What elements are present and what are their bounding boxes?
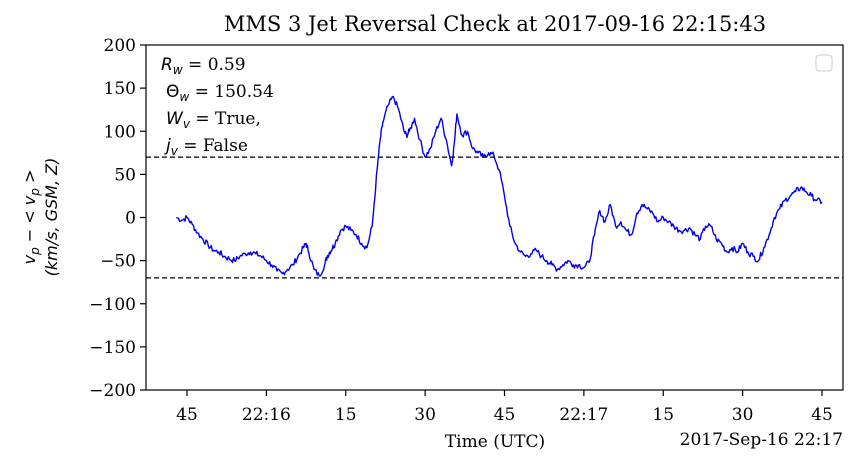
x-tick-label: 22:16 xyxy=(242,405,291,425)
x-tick-label: 30 xyxy=(732,405,754,425)
y-tick-label: −100 xyxy=(89,295,136,315)
chart-title: MMS 3 Jet Reversal Check at 2017-09-16 2… xyxy=(224,12,766,36)
x-tick-label: 15 xyxy=(652,405,674,425)
x-tick-label: 45 xyxy=(811,405,833,425)
x-axis-ticks: 45 22:16 15 30 45 22:17 15 30 45 xyxy=(176,390,833,425)
y-tick-label: −150 xyxy=(89,338,136,358)
annotation-w-v: Wv = True, xyxy=(166,109,261,131)
y-tick-label: 150 xyxy=(104,79,136,99)
x-tick-label: 15 xyxy=(335,405,357,425)
annotation-theta-w: Θw = 150.54 xyxy=(166,82,274,104)
annotation-j-v: jv = False xyxy=(164,136,248,158)
y-tick-label: 200 xyxy=(104,36,136,56)
x-tick-label: 30 xyxy=(414,405,436,425)
x-axis-label: Time (UTC) xyxy=(445,432,545,452)
y-tick-label: −50 xyxy=(100,252,136,272)
x-axis-offset-label: 2017-Sep-16 22:17 xyxy=(680,430,843,450)
series-line xyxy=(176,95,823,277)
annotation-r-w: Rw = 0.59 xyxy=(161,55,246,77)
y-axis-label-line1: vp − < vp > xyxy=(20,170,42,265)
y-axis-ticks: −200 −150 −100 −50 0 50 100 150 200 xyxy=(89,36,146,401)
y-tick-label: 50 xyxy=(114,165,136,185)
legend-box xyxy=(815,54,833,72)
y-tick-label: 100 xyxy=(104,122,136,142)
x-tick-label: 45 xyxy=(176,405,198,425)
x-tick-label: 45 xyxy=(494,405,516,425)
y-axis-label: vp − < vp > (km/s, GSM, Z) xyxy=(20,158,61,277)
y-tick-label: 0 xyxy=(125,209,136,229)
y-axis-label-line2: (km/s, GSM, Z) xyxy=(42,158,61,277)
y-tick-label: −200 xyxy=(89,381,136,401)
x-tick-label: 22:17 xyxy=(559,405,608,425)
annotation-block: Rw = 0.59 Θw = 150.54 Wv = True, jv = Fa… xyxy=(161,55,274,158)
